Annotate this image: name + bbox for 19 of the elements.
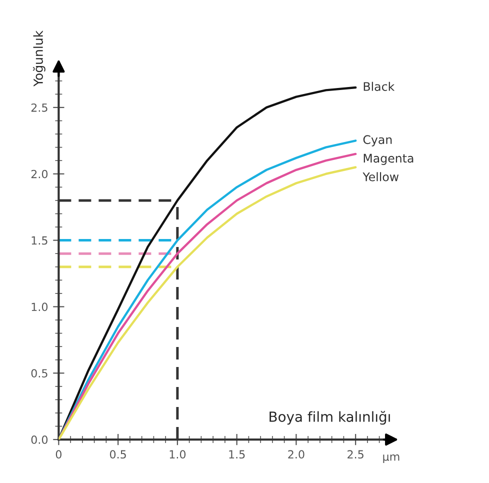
x-tick-label: 0 xyxy=(56,450,62,459)
text: µm xyxy=(383,454,400,463)
x-tick-label: 2.5 xyxy=(348,450,364,459)
x-tick-label: 2.0 xyxy=(288,450,304,459)
series-label: Magenta xyxy=(364,154,414,165)
series-label: Cyan xyxy=(363,135,392,146)
x-tick-label: 1.5 xyxy=(229,450,245,459)
y-tick-label: 2.0 xyxy=(31,170,48,178)
x-tick-label: 0.5 xyxy=(110,450,126,459)
y-tick-label: 2.5 xyxy=(31,103,48,112)
y-axis-title: Yoğunluk xyxy=(32,30,46,86)
series-label: Yellow xyxy=(362,172,399,182)
x-axis-title: Boya film kalınlığı xyxy=(270,410,390,425)
y-tick-label: 0.5 xyxy=(31,369,48,378)
x-tick-label: 1.0 xyxy=(170,450,186,459)
series-label: Black xyxy=(364,82,395,91)
y-tick-label: 1.5 xyxy=(32,236,48,245)
y-tick-label: 0.0 xyxy=(31,436,48,444)
y-tick-label: 1.0 xyxy=(32,302,48,312)
